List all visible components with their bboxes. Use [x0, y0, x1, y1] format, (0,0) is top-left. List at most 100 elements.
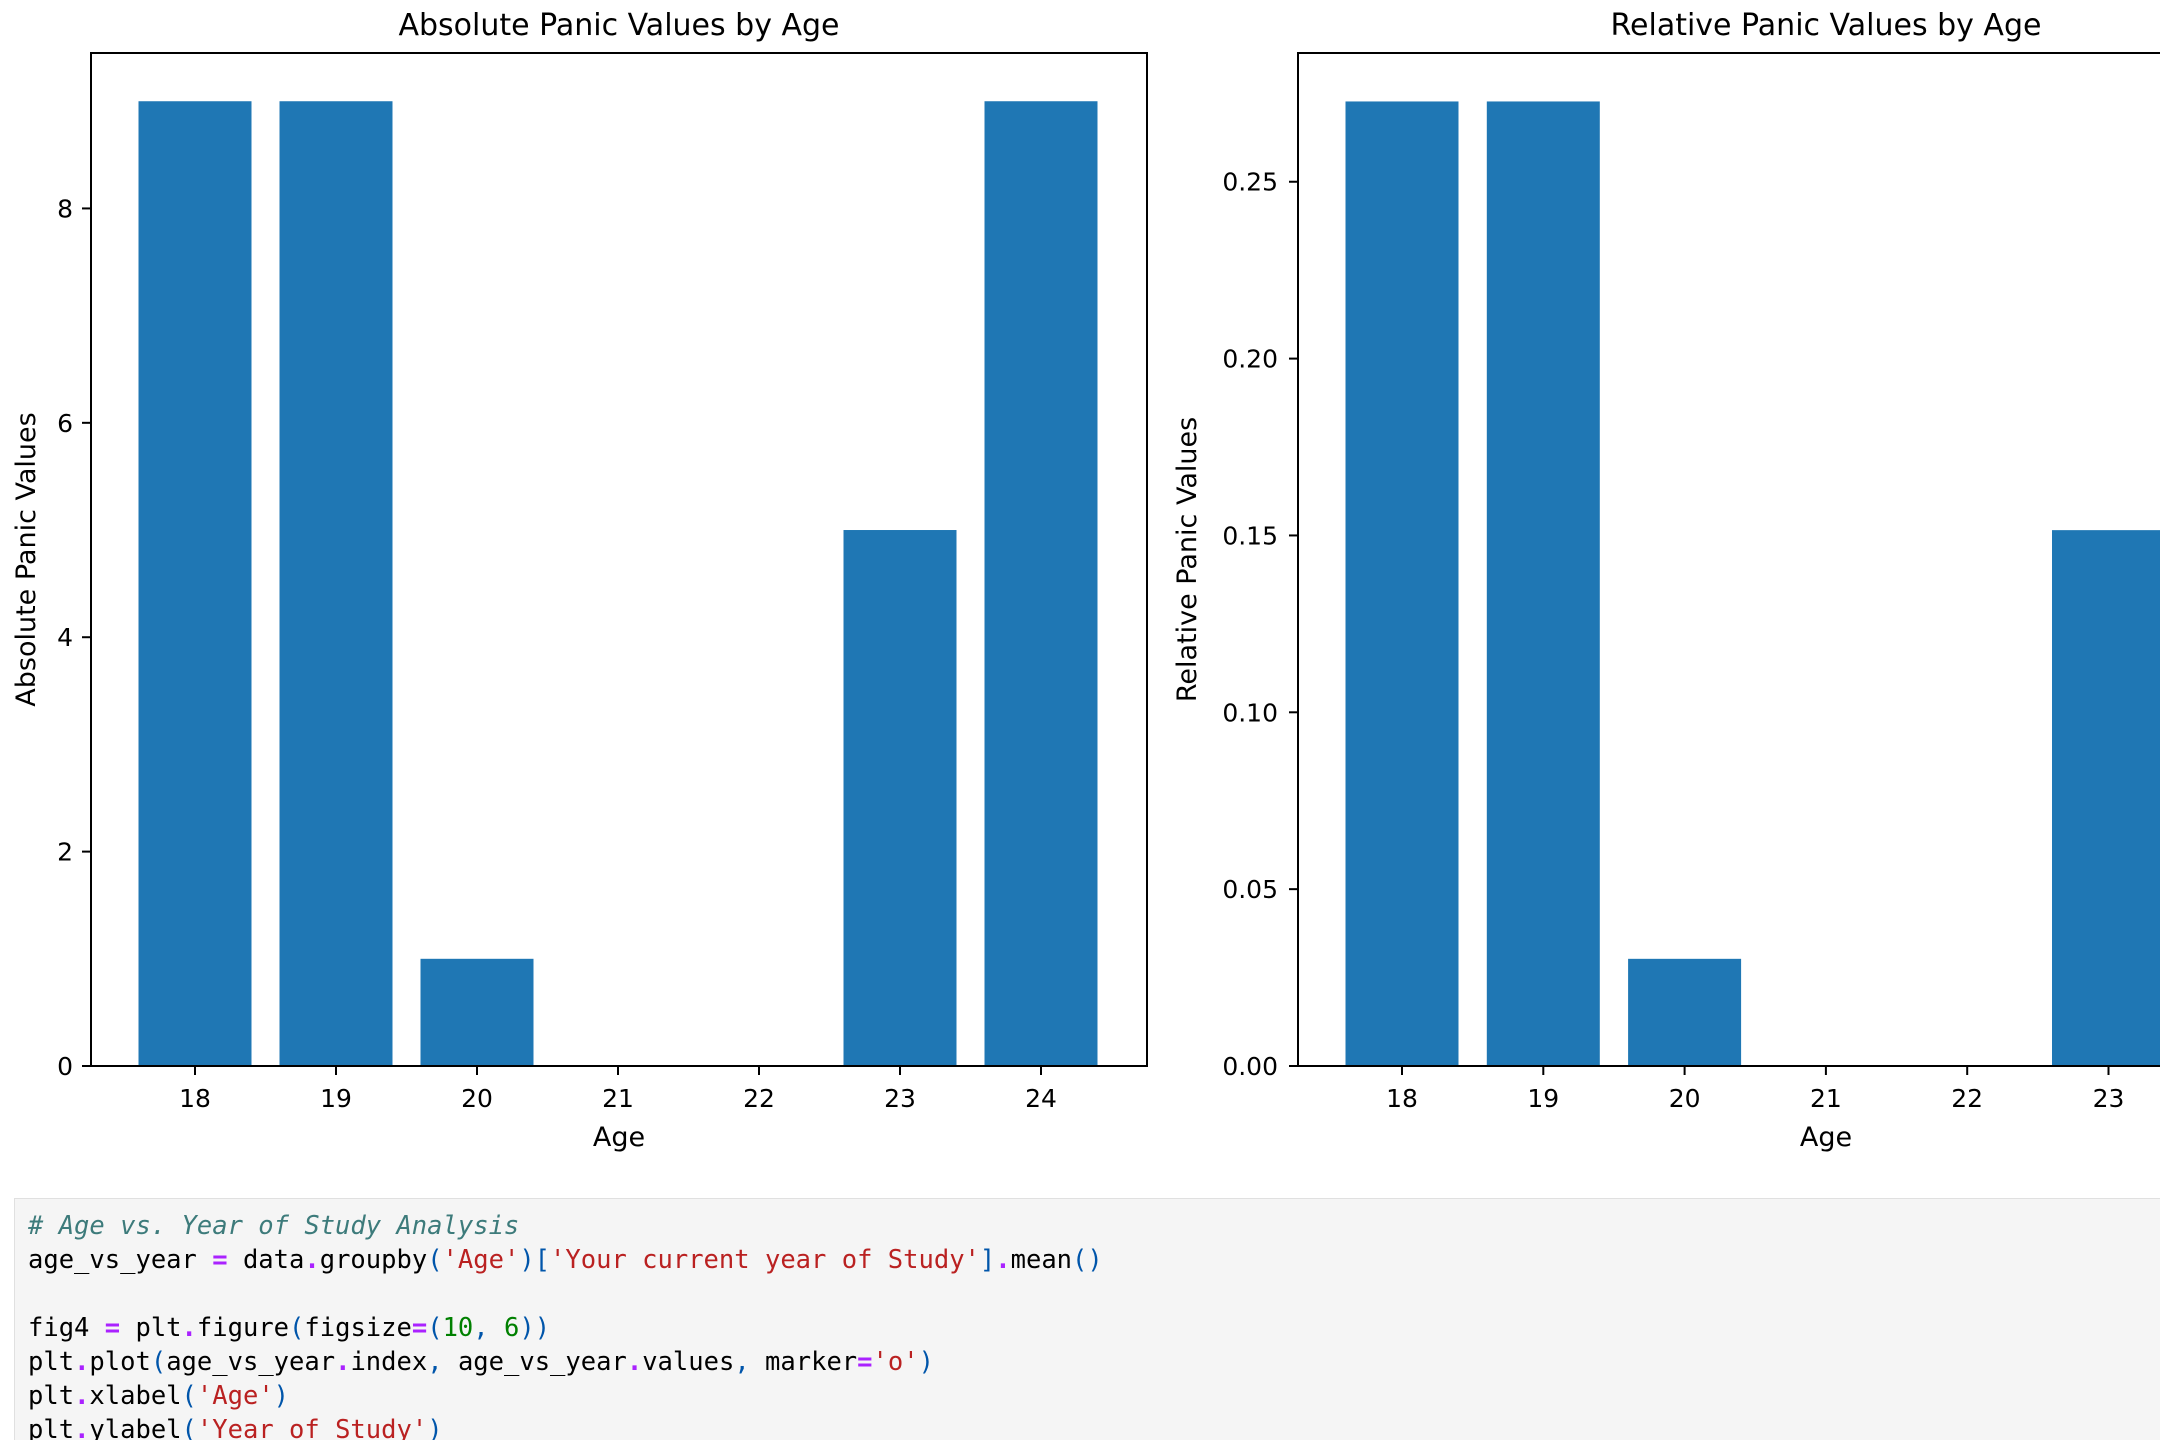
chart0-ytick-label-2: 4	[57, 623, 73, 652]
chart1-xtick-label-1: 19	[1527, 1084, 1559, 1113]
code-line: age_vs_year = data.groupby('Age')['Your …	[28, 1243, 2160, 1277]
code-line: fig4 = plt.figure(figsize=(10, 6))	[28, 1311, 2160, 1345]
code-token-str: 'Age'	[442, 1245, 520, 1275]
chart0-xtick-label-3: 21	[602, 1084, 634, 1113]
chart0-title: Absolute Panic Values by Age	[398, 8, 839, 43]
chart0-xtick-label-5: 23	[884, 1084, 916, 1113]
code-token-punc: ))	[519, 1313, 551, 1343]
code-token-op: =	[411, 1313, 428, 1343]
chart1-bar-23	[2052, 530, 2160, 1066]
code-token-name: age_vs_year	[166, 1347, 336, 1377]
code-token-name: ylabel	[89, 1415, 182, 1440]
chart0-bar-23	[843, 530, 957, 1066]
code-token-name: data	[227, 1245, 305, 1275]
code-token-punc: (	[181, 1381, 197, 1411]
chart1-bar-18	[1345, 101, 1459, 1067]
chart1-xtick-label-5: 23	[2093, 1084, 2125, 1113]
code-token-num: 6	[504, 1313, 520, 1343]
code-cell[interactable]: # Age vs. Year of Study Analysis age_vs_y…	[14, 1198, 2160, 1440]
code-token-punc: (	[289, 1313, 305, 1343]
code-token-op: .	[995, 1245, 1011, 1275]
chart0-xtick-label-1: 19	[320, 1084, 352, 1113]
chart1-ylabel: Relative Panic Values	[1172, 417, 1203, 702]
chart1-ytick-label-1: 0.05	[1222, 875, 1278, 904]
code-token-comment: # Age vs. Year of Study Analysis	[28, 1211, 520, 1241]
code-line: plt.ylabel('Year of Study')	[28, 1413, 2160, 1440]
chart1-xtick-label-3: 21	[1810, 1084, 1842, 1113]
chart1-ytick-label-2: 0.10	[1222, 698, 1278, 727]
code-token-op: .	[74, 1381, 90, 1411]
code-token-punc: )	[427, 1415, 443, 1440]
code-token-name: figsize	[304, 1313, 412, 1343]
chart1-xlabel: Age	[1800, 1122, 1852, 1153]
code-token-op: .	[74, 1415, 90, 1440]
chart1-axes-frame	[1297, 52, 2160, 1067]
chart0-xlabel: Age	[593, 1122, 645, 1153]
code-token-name: index	[350, 1347, 428, 1377]
chart1-ytick-label-5: 0.25	[1222, 168, 1278, 197]
code-token-punc: ]	[979, 1245, 996, 1275]
code-token-name: groupby	[319, 1245, 428, 1275]
code-token-op: =	[857, 1347, 873, 1377]
chart0-ytick-label-4: 8	[57, 194, 73, 223]
chart0-ytick-label-0: 0	[57, 1052, 73, 1081]
code-token-num: 10	[442, 1313, 474, 1343]
code-editor[interactable]: # Age vs. Year of Study Analysis age_vs_y…	[15, 1199, 2160, 1440]
code-token-name: values	[642, 1347, 735, 1377]
code-token-name: xlabel	[89, 1381, 182, 1411]
code-token-op: =	[212, 1245, 228, 1275]
chart0-xtick-label-2: 20	[461, 1084, 493, 1113]
chart1-xtick-label-0: 18	[1386, 1084, 1418, 1113]
chart0-ytick-label-3: 6	[57, 409, 73, 438]
code-token-punc: (	[427, 1245, 443, 1275]
chart1-xtick-label-2: 20	[1669, 1084, 1701, 1113]
code-token-op: =	[104, 1313, 121, 1343]
chart0-xtick-label-0: 18	[179, 1084, 211, 1113]
code-token-op: .	[304, 1245, 320, 1275]
chart1-bar-20	[1628, 958, 1742, 1066]
code-line: plt.plot(age_vs_year.index, age_vs_year.…	[28, 1345, 2160, 1379]
code-token-punc: )[	[519, 1245, 551, 1275]
code-token-name: plt	[28, 1347, 75, 1377]
code-line: ​	[28, 1277, 2160, 1311]
code-token-punc: (	[427, 1313, 443, 1343]
code-token-str: 'o'	[872, 1347, 919, 1377]
code-line: plt.xlabel('Age')	[28, 1379, 2160, 1413]
code-token-op: .	[74, 1347, 90, 1377]
chart0-xtick-label-4: 22	[743, 1084, 775, 1113]
code-token-name: fig4	[28, 1313, 105, 1343]
code-token-name: age_vs_year	[28, 1245, 213, 1275]
code-token-punc: ()	[1072, 1245, 1103, 1275]
chart0-bar-19	[279, 101, 393, 1066]
code-token-punc: )	[918, 1347, 934, 1377]
chart0-bar-24	[984, 101, 1098, 1066]
code-token-op: .	[181, 1313, 197, 1343]
code-token-punc: ,	[473, 1313, 505, 1343]
code-token-name: age_vs_year	[457, 1347, 627, 1377]
code-token-op: .	[335, 1347, 351, 1377]
code-token-punc: ,	[734, 1347, 766, 1377]
chart0-ytick-label-1: 2	[57, 838, 73, 867]
chart0-xtick-label-6: 24	[1025, 1084, 1057, 1113]
chart0-bar-20	[420, 958, 534, 1066]
code-token-name: marker	[765, 1347, 858, 1377]
code-token-name: plt	[120, 1313, 182, 1343]
chart1-ytick-label-3: 0.15	[1222, 521, 1278, 550]
code-token-punc: (	[181, 1415, 197, 1440]
code-token-name: plt	[28, 1415, 75, 1440]
code-token-name: mean	[1010, 1245, 1073, 1275]
code-token-op: .	[626, 1347, 643, 1377]
chart1-ytick-label-4: 0.20	[1222, 345, 1278, 374]
code-token-name: plot	[89, 1347, 151, 1377]
chart1-ytick-label-0: 0.00	[1222, 1052, 1278, 1081]
code-token-str: 'Year of Study'	[196, 1415, 428, 1440]
chart1-bar-19	[1486, 101, 1600, 1067]
chart0-bar-18	[138, 101, 252, 1066]
code-token-punc: )	[273, 1381, 290, 1411]
code-token-str: 'Age'	[196, 1381, 274, 1411]
code-token-str: 'Your current year of Study'	[550, 1245, 980, 1275]
chart1-xtick-label-4: 22	[1951, 1084, 1983, 1113]
chart1-title: Relative Panic Values by Age	[1611, 8, 2042, 43]
code-token-name: figure	[196, 1313, 290, 1343]
